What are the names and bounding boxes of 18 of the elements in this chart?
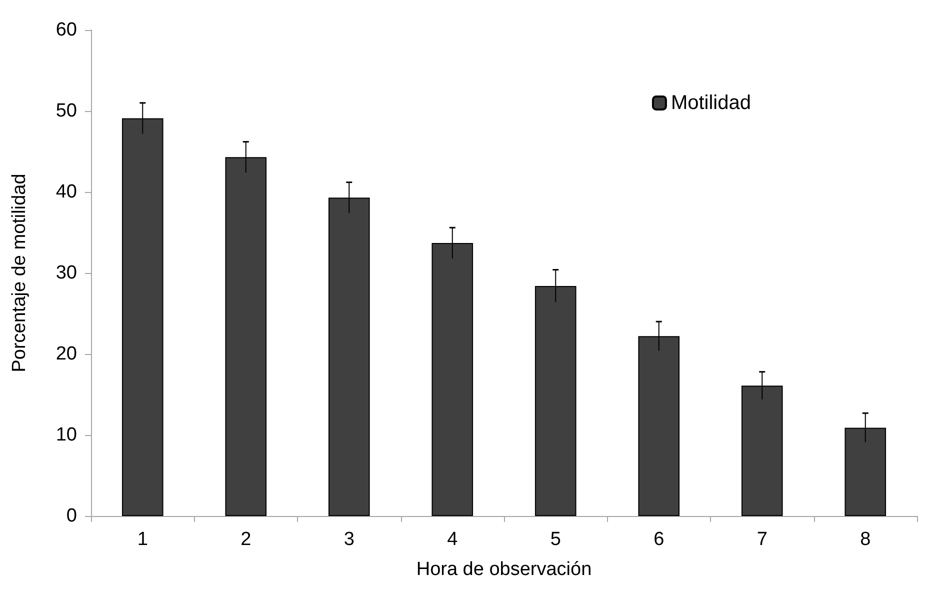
y-tick-label: 30 (56, 262, 77, 284)
x-tick-label: 6 (654, 529, 664, 550)
x-tick-label: 1 (137, 529, 148, 550)
x-tick-label: 2 (240, 529, 252, 550)
x-tick-label: 5 (550, 529, 561, 550)
y-tick-label: 50 (56, 100, 77, 122)
y-tick-label: 10 (56, 424, 77, 446)
y-tick-label: 40 (56, 182, 77, 202)
y-tick-label: 0 (66, 506, 77, 526)
x-axis-title: Hora de observación (416, 559, 592, 580)
y-tick-label: 60 (56, 20, 77, 40)
y-tick-label: 20 (56, 344, 77, 364)
y-axis-title: Porcentaje de motilidad (9, 174, 30, 372)
x-tick-label: 3 (344, 529, 354, 550)
x-tick-label: 7 (756, 529, 768, 550)
x-tick-label: 8 (860, 529, 871, 550)
x-tick-label: 4 (447, 529, 458, 550)
legend-label: Motilidad (670, 92, 752, 114)
